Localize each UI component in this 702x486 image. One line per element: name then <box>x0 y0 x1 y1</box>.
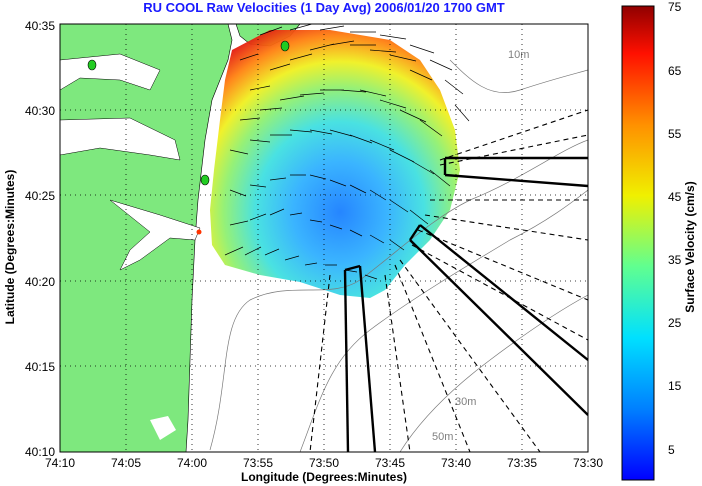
x-tick-label: 74:10 <box>45 456 75 470</box>
colorbar-tick: 65 <box>668 64 682 78</box>
x-tick-label: 73:40 <box>441 456 471 470</box>
station-marker <box>200 174 210 186</box>
map-title: RU COOL Raw Velocities (1 Day Avg) 2006/… <box>143 0 505 15</box>
depth-label: 10m <box>508 49 529 61</box>
bay-water-north <box>60 53 161 91</box>
x-tick-label: 73:55 <box>243 456 273 470</box>
bay-water-mid <box>60 117 181 161</box>
x-tick-label: 74:05 <box>111 456 141 470</box>
colorbar-tick: 15 <box>668 379 682 393</box>
station-markers <box>87 40 290 235</box>
x-tick-label: 74:00 <box>177 456 207 470</box>
x-tick-label: 73:30 <box>573 456 603 470</box>
colorbar-tick: 25 <box>668 316 682 330</box>
colorbar-tick: 5 <box>668 443 675 457</box>
station-marker <box>280 40 290 52</box>
x-tick-label: 73:35 <box>507 456 537 470</box>
x-tick-label: 73:50 <box>309 456 339 470</box>
y-tick-label: 40:10 <box>25 445 55 459</box>
colorbar-tick: 45 <box>668 190 682 204</box>
plot-frame <box>59 23 589 453</box>
colorbar-ticks: 75 65 55 45 35 25 15 5 <box>668 0 682 457</box>
radar-solid-beams <box>343 156 588 452</box>
bathymetry-contours <box>209 59 588 452</box>
velocity-vectors <box>224 24 470 280</box>
radar-beams <box>309 109 588 452</box>
bay-inlet <box>109 199 201 271</box>
x-tick-labels: 74:10 74:05 74:00 73:55 73:50 73:45 73:4… <box>45 456 603 470</box>
colorbar <box>621 5 655 481</box>
grid-lines <box>60 24 588 452</box>
depth-label: 30m <box>455 396 476 408</box>
y-tick-labels: 40:35 40:30 40:25 40:20 40:15 40:10 <box>25 19 55 459</box>
velocity-field <box>210 30 460 298</box>
station-marker <box>87 59 97 71</box>
x-tick-label: 73:45 <box>375 456 405 470</box>
colorbar-tick: 55 <box>668 127 682 141</box>
station-marker <box>196 229 202 235</box>
depth-label: 50m <box>432 431 453 443</box>
colorbar-tick: 75 <box>668 0 682 14</box>
y-tick-label: 40:20 <box>25 275 55 289</box>
map-area: 10m 30m 50m <box>60 24 588 452</box>
y-tick-label: 40:25 <box>25 189 55 203</box>
land-white-patch <box>150 416 176 440</box>
x-axis-label: Longitude (Degrees:Minutes) <box>240 470 407 484</box>
y-tick-label: 40:35 <box>25 19 55 33</box>
y-tick-label: 40:30 <box>25 104 55 118</box>
colorbar-tick: 35 <box>668 253 682 267</box>
y-tick-label: 40:15 <box>25 360 55 374</box>
